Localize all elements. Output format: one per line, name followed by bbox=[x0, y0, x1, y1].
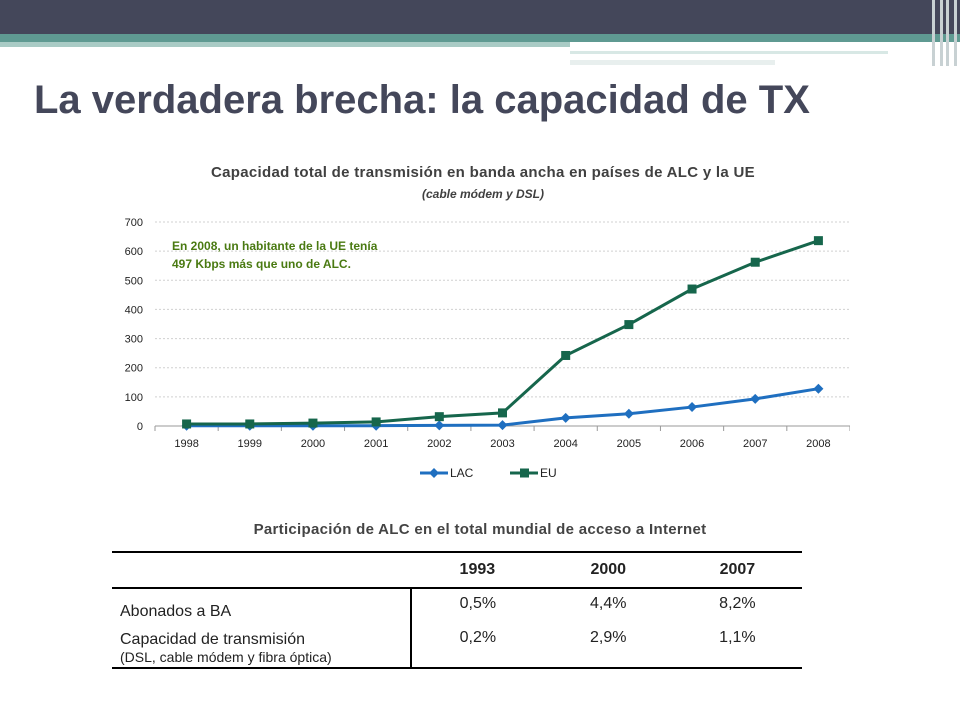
table-header-row: 1993 2000 2007 bbox=[112, 551, 802, 589]
table-cell: 0,5% bbox=[459, 595, 497, 612]
x-tick-label: 2004 bbox=[553, 438, 577, 450]
point-eu bbox=[813, 236, 823, 246]
point-eu bbox=[687, 284, 697, 294]
point-lac bbox=[623, 408, 634, 419]
chart-subtitle: (cable módem y DSL) bbox=[422, 187, 544, 201]
point-eu bbox=[182, 419, 192, 429]
table-header-cell: 2007 bbox=[672, 551, 802, 589]
x-tick-label: 2006 bbox=[680, 438, 704, 450]
legend-label-eu: EU bbox=[540, 466, 557, 480]
point-eu bbox=[308, 418, 318, 428]
x-tick-label: 2007 bbox=[743, 438, 767, 450]
header-stripe bbox=[0, 34, 960, 42]
table-header-cell: 2000 bbox=[543, 551, 673, 589]
x-tick-label: 1999 bbox=[238, 438, 262, 450]
header-stripe-light bbox=[0, 42, 570, 47]
table-header-cell: 1993 bbox=[411, 551, 544, 589]
chart-title: Capacidad total de transmisión en banda … bbox=[211, 164, 755, 181]
x-tick-label: 2001 bbox=[364, 438, 388, 450]
table-row: Capacidad de transmisión (DSL, cable mód… bbox=[112, 623, 802, 669]
share-table: 1993 2000 2007 Abonados a BA 0,5% 4,4% 8… bbox=[112, 551, 802, 669]
y-tick-label: 0 bbox=[137, 421, 143, 433]
chart-annotation: 497 Kbps más que uno de ALC. bbox=[172, 257, 351, 271]
y-tick-label: 300 bbox=[125, 334, 143, 346]
line-chart: Capacidad total de transmisión en banda … bbox=[125, 164, 850, 480]
slide-title: La verdadera brecha: la capacidad de TX bbox=[34, 78, 810, 122]
point-lac bbox=[687, 402, 698, 413]
table-cell: 4,4% bbox=[590, 595, 627, 612]
table-title: Participación de ALC en el total mundial… bbox=[253, 521, 707, 538]
row-label-text: Abonados a BA bbox=[120, 603, 232, 620]
table-cell: 2,9% bbox=[543, 623, 673, 669]
header-stripe-thin bbox=[570, 51, 888, 54]
point-lac bbox=[813, 383, 824, 394]
point-lac bbox=[434, 420, 445, 431]
table-cell: 0,2% bbox=[411, 623, 544, 669]
point-lac bbox=[750, 393, 761, 404]
y-tick-label: 400 bbox=[125, 304, 143, 316]
x-tick-label: 2000 bbox=[301, 438, 325, 450]
table-header-cell bbox=[112, 551, 411, 589]
y-tick-label: 600 bbox=[125, 246, 143, 258]
point-eu bbox=[245, 419, 255, 429]
legend-marker-lac bbox=[429, 468, 439, 478]
legend-marker-eu bbox=[520, 468, 529, 478]
point-eu bbox=[750, 257, 760, 267]
x-tick-label: 1998 bbox=[174, 438, 198, 450]
point-lac bbox=[497, 420, 508, 431]
y-tick-label: 200 bbox=[125, 363, 143, 375]
row-label-text: Capacidad de transmisión bbox=[120, 631, 305, 648]
row-label: Abonados a BA bbox=[112, 588, 412, 623]
point-eu bbox=[561, 350, 571, 360]
point-eu bbox=[624, 320, 634, 330]
header-stripe-pale bbox=[570, 60, 775, 65]
decorative-lines bbox=[930, 0, 960, 66]
legend-label-lac: LAC bbox=[450, 466, 474, 480]
point-eu bbox=[498, 408, 507, 418]
x-tick-label: 2005 bbox=[617, 438, 641, 450]
row-sublabel: (DSL, cable módem y fibra óptica) bbox=[120, 649, 332, 665]
table-cell: 8,2% bbox=[719, 595, 756, 612]
y-tick-label: 700 bbox=[125, 217, 143, 229]
point-eu bbox=[434, 412, 444, 422]
x-tick-label: 2002 bbox=[427, 438, 451, 450]
chart-annotation: En 2008, un habitante de la UE tenía bbox=[172, 239, 378, 253]
y-tick-label: 100 bbox=[125, 392, 143, 404]
point-lac bbox=[560, 412, 571, 423]
point-eu bbox=[371, 417, 381, 427]
table-row: Abonados a BA 0,5% 4,4% 8,2% bbox=[112, 588, 802, 623]
y-tick-label: 500 bbox=[125, 275, 143, 287]
row-label: Capacidad de transmisión (DSL, cable mód… bbox=[112, 623, 412, 669]
x-tick-label: 2008 bbox=[806, 438, 830, 450]
table-cell: 1,1% bbox=[672, 623, 802, 669]
x-tick-label: 2003 bbox=[490, 438, 514, 450]
header-bar bbox=[0, 0, 960, 34]
